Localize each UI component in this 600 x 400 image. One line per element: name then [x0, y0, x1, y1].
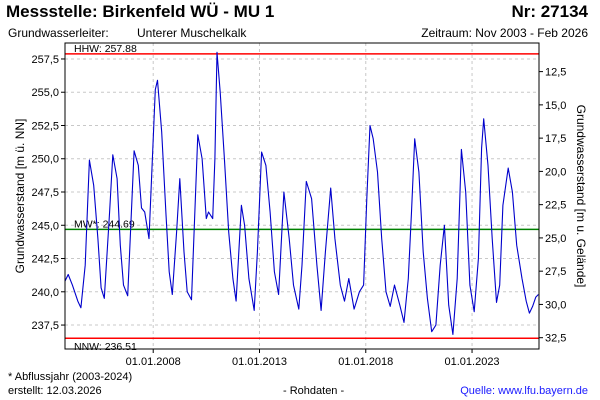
created-date: erstellt: 12.03.2026 — [8, 385, 102, 397]
y2-tick-label: 25,0 — [545, 233, 566, 245]
source-link[interactable]: Quelle: www.lfu.bayern.de — [460, 385, 588, 397]
grid — [65, 43, 539, 349]
footnote: * Abflussjahr (2003-2024) — [8, 371, 133, 383]
aquifer-value: Unterer Muschelkalk — [137, 26, 247, 40]
y-tick-label: 242,5 — [31, 254, 59, 266]
rawdata-label: - Rohdaten - — [283, 385, 345, 397]
y2-tick-label: 15,0 — [545, 100, 566, 112]
y-tick-label: 247,5 — [31, 187, 59, 199]
station-number: Nr: 27134 — [511, 2, 588, 21]
y2-tick-label: 30,0 — [545, 299, 566, 311]
y2-tick-label: 27,5 — [545, 266, 566, 278]
x-tick-label: 01.01.2018 — [338, 356, 393, 368]
y2-axis-label: Grundwasserstand [m u. Gelände] — [574, 105, 588, 288]
plot-frame — [64, 42, 540, 350]
y-tick-label: 255,0 — [31, 87, 59, 99]
reference-lines: HHW: 257.88 MW*: 244.69 NNW: 236.51 — [65, 43, 539, 353]
y-axis-label: Grundwasserstand [m ü. NN] — [13, 119, 27, 274]
y2-tick-label: 32,5 — [545, 333, 566, 345]
tick-labels: 237,5 240,0 242,5 245,0 247,5 250,0 252,5 255,0… — [31, 54, 566, 368]
y2-tick-label: 17,5 — [545, 133, 566, 145]
reference-line-label: HHW: 257.88 — [74, 43, 137, 55]
period-label: Zeitraum: Nov 2003 - Feb 2026 — [421, 26, 588, 40]
y2-tick-label: 12,5 — [545, 67, 566, 79]
page-title: Messstelle: Birkenfeld WÜ - MU 1 — [6, 2, 275, 21]
x-tick-label: 01.01.2008 — [126, 356, 181, 368]
x-tick-label: 01.01.2023 — [445, 356, 500, 368]
y2-tick-label: 22,5 — [545, 200, 566, 212]
series-line — [64, 51, 539, 335]
y-tick-label: 252,5 — [31, 120, 59, 132]
x-tick-label: 01.01.2013 — [232, 356, 287, 368]
reference-line-label: MW*: 244.69 — [74, 218, 135, 230]
y2-tick-label: 20,0 — [545, 166, 566, 178]
y-tick-label: 240,0 — [31, 287, 59, 299]
y-tick-label: 237,5 — [31, 320, 59, 332]
y-tick-label: 250,0 — [31, 154, 59, 166]
y-tick-label: 245,0 — [31, 220, 59, 232]
y-tick-label: 257,5 — [31, 54, 59, 66]
reference-line-label: NNW: 236.51 — [74, 341, 137, 353]
series-layer — [64, 51, 539, 335]
aquifer-label: Grundwasserleiter: — [8, 26, 109, 40]
